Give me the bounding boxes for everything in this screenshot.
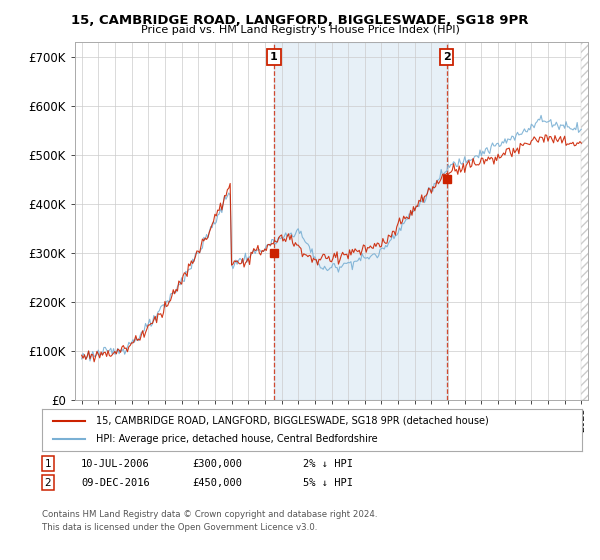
Text: This data is licensed under the Open Government Licence v3.0.: This data is licensed under the Open Gov… xyxy=(42,523,317,532)
Text: Contains HM Land Registry data © Crown copyright and database right 2024.: Contains HM Land Registry data © Crown c… xyxy=(42,510,377,519)
Text: £450,000: £450,000 xyxy=(192,478,242,488)
Text: 1: 1 xyxy=(270,52,278,62)
Text: £300,000: £300,000 xyxy=(192,459,242,469)
Text: 15, CAMBRIDGE ROAD, LANGFORD, BIGGLESWADE, SG18 9PR (detached house): 15, CAMBRIDGE ROAD, LANGFORD, BIGGLESWAD… xyxy=(96,416,489,426)
Text: 10-JUL-2006: 10-JUL-2006 xyxy=(81,459,150,469)
Text: 5% ↓ HPI: 5% ↓ HPI xyxy=(303,478,353,488)
Text: 2% ↓ HPI: 2% ↓ HPI xyxy=(303,459,353,469)
Text: Price paid vs. HM Land Registry's House Price Index (HPI): Price paid vs. HM Land Registry's House … xyxy=(140,25,460,35)
Text: 15, CAMBRIDGE ROAD, LANGFORD, BIGGLESWADE, SG18 9PR: 15, CAMBRIDGE ROAD, LANGFORD, BIGGLESWAD… xyxy=(71,14,529,27)
Bar xyxy=(274,42,447,400)
Text: 1: 1 xyxy=(44,459,52,469)
Text: 2: 2 xyxy=(443,52,451,62)
Text: 09-DEC-2016: 09-DEC-2016 xyxy=(81,478,150,488)
Text: 2: 2 xyxy=(44,478,52,488)
Text: HPI: Average price, detached house, Central Bedfordshire: HPI: Average price, detached house, Cent… xyxy=(96,434,377,444)
